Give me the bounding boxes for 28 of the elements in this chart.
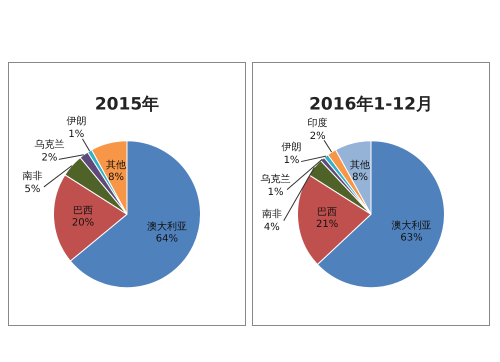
- slice-label: 其他: [106, 159, 126, 172]
- data-label: 64%: [156, 234, 178, 245]
- slice-label: 乌克兰: [34, 138, 64, 150]
- data-label: 21%: [316, 218, 338, 230]
- slice-label: 印度: [308, 116, 328, 129]
- slice-label: 南非: [22, 170, 42, 182]
- data-label: 8%: [352, 172, 368, 184]
- chart-title: 2015年: [94, 94, 160, 115]
- slice-label: 南非: [262, 208, 282, 220]
- slice-label: 巴西: [317, 206, 338, 218]
- slice-label: 巴西: [72, 206, 93, 217]
- slice-label: 澳大利亚: [146, 220, 187, 233]
- data-label: 1%: [68, 129, 84, 140]
- data-label: 20%: [72, 218, 94, 229]
- data-label: 63%: [400, 232, 423, 244]
- data-label: 1%: [284, 154, 300, 166]
- slice-label: 乌克兰: [260, 172, 291, 185]
- slice-label: 伊朗: [66, 115, 86, 128]
- slice-label: 其他: [350, 159, 370, 172]
- slice-label: 澳大利亚: [391, 219, 432, 232]
- data-label: 2%: [41, 152, 58, 164]
- data-label: 2%: [310, 130, 326, 142]
- data-label: 8%: [108, 172, 124, 184]
- data-label: 1%: [268, 186, 284, 198]
- data-label: 4%: [264, 222, 280, 234]
- slice-label: 伊朗: [282, 140, 302, 153]
- chart-title: 2016年1-12月: [309, 94, 433, 115]
- data-label: 5%: [24, 184, 40, 195]
